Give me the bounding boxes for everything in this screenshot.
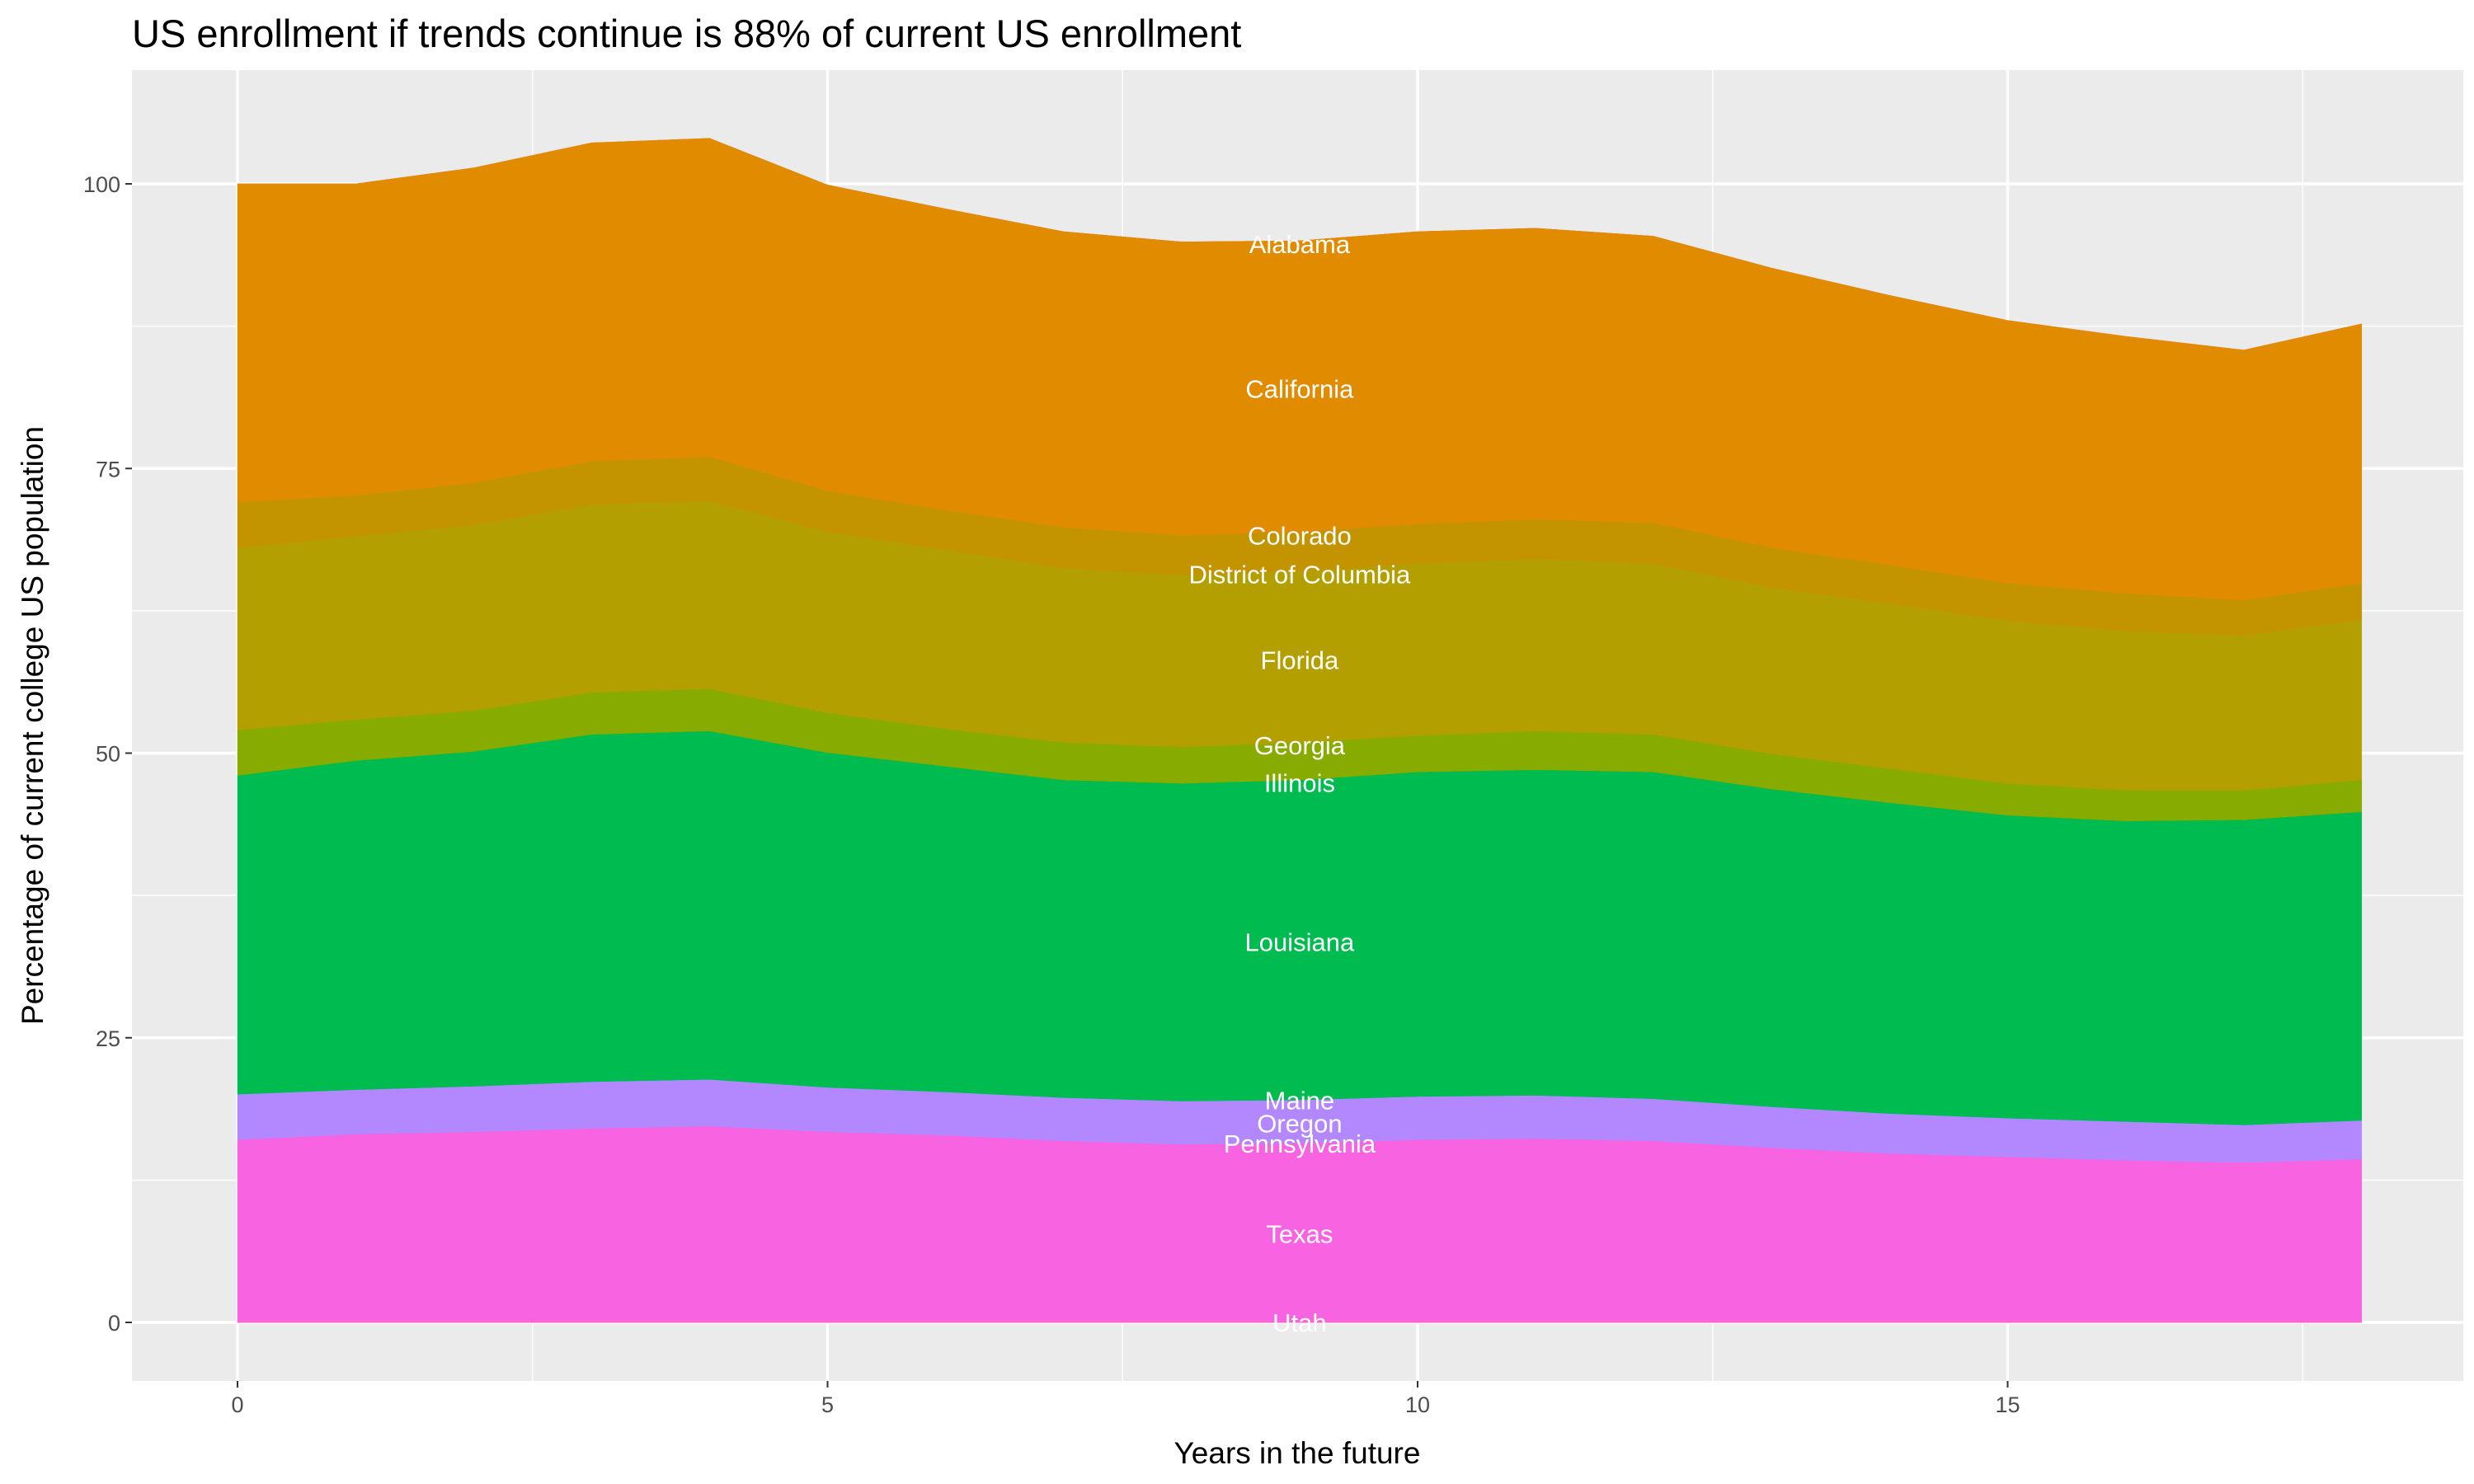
y-tick-label: 25 <box>96 1026 120 1051</box>
area-label-alabama: Alabama <box>1249 230 1351 259</box>
x-tick-label: 15 <box>1995 1392 2020 1417</box>
y-axis-title: Percentage of current college US populat… <box>16 426 49 1025</box>
y-tick-label: 100 <box>83 172 120 197</box>
area-label-pennsylvania: Pennsylvania <box>1224 1129 1376 1158</box>
area-labels: Alabama California Colorado District of Col… <box>1189 230 1411 1337</box>
areas <box>237 138 2363 1323</box>
area-label-louisiana: Louisiana <box>1245 928 1355 957</box>
ticks: 0 5 10 15 0 25 50 75 100 <box>83 172 2020 1417</box>
area-label-district-of-columbia: District of Columbia <box>1189 561 1411 589</box>
x-axis-title: Years in the future <box>1174 1436 1421 1470</box>
y-tick-label: 50 <box>96 742 120 767</box>
y-tick-label: 75 <box>96 457 120 481</box>
area-label-utah: Utah <box>1272 1308 1326 1337</box>
area-label-georgia: Georgia <box>1254 731 1346 760</box>
area-label-oregon: Oregon <box>1257 1109 1342 1138</box>
area-label-colorado: Colorado <box>1248 522 1352 551</box>
x-tick-label: 0 <box>231 1392 243 1417</box>
area-label-maine: Maine <box>1265 1087 1334 1115</box>
area-label-texas: Texas <box>1266 1219 1333 1248</box>
chart-title: US enrollment if trends continue is 88% … <box>132 12 1241 55</box>
area-label-florida: Florida <box>1261 646 1340 674</box>
area-label-illinois: Illinois <box>1264 768 1335 797</box>
x-tick-label: 10 <box>1405 1392 1430 1417</box>
area-label-california: California <box>1245 375 1354 404</box>
x-tick-label: 5 <box>821 1392 834 1417</box>
y-tick-label: 0 <box>108 1311 120 1336</box>
